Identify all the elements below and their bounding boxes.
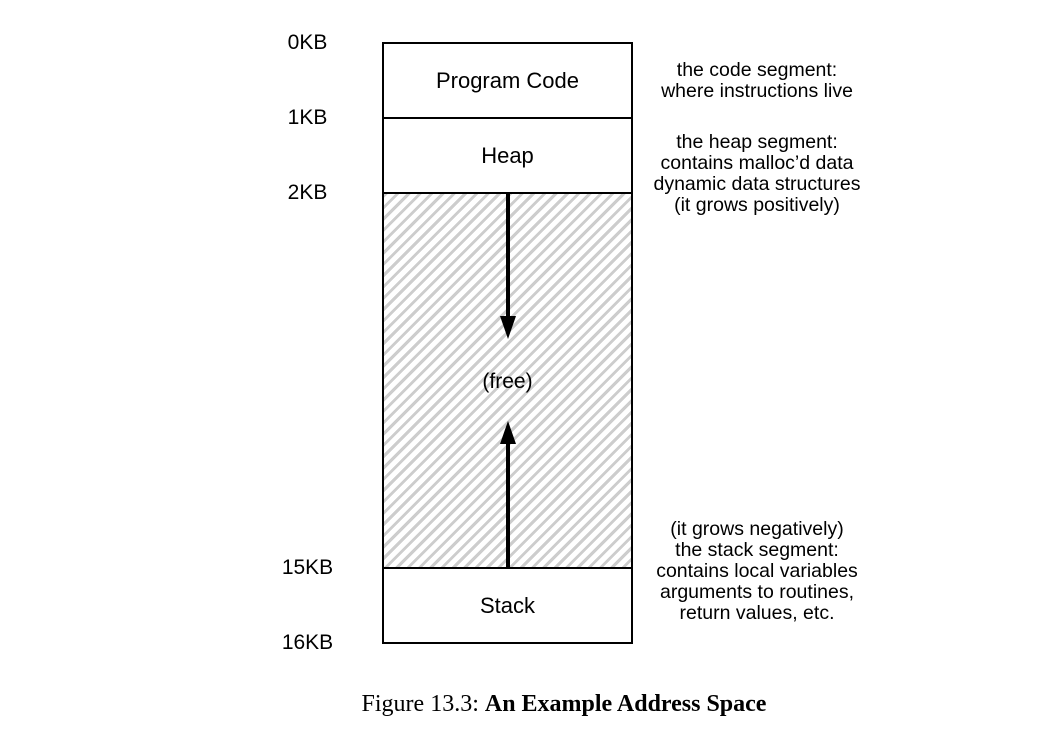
heap-growth-arrowhead: [500, 316, 516, 339]
address-label-2kb: 2KB: [287, 181, 328, 204]
address-label-15kb: 15KB: [281, 556, 334, 579]
program-code-segment: Program Code: [382, 42, 633, 119]
program-code-label: Program Code: [435, 67, 580, 93]
stack-growth-arrowhead: [500, 421, 516, 444]
code-note-line: the code segment:: [676, 59, 838, 81]
heap-note-line: (it grows positively): [674, 194, 840, 216]
caption-title: An Example Address Space: [484, 691, 767, 717]
heap-note-line: contains malloc’d data: [660, 152, 854, 174]
code-note-line: where instructions live: [661, 80, 853, 102]
stack-label: Stack: [479, 592, 536, 618]
stack-segment-note: (it grows negatively) the stack segment:…: [630, 519, 884, 624]
caption-prefix: Figure 13.3:: [361, 691, 479, 717]
code-segment-note: the code segment: where instructions liv…: [630, 60, 884, 102]
stack-note-line: the stack segment:: [675, 539, 839, 561]
heap-label: Heap: [481, 142, 534, 168]
heap-note-line: dynamic data structures: [653, 173, 861, 195]
figure-caption: Figure 13.3: An Example Address Space: [0, 690, 1053, 718]
stack-note-line: contains local variables: [656, 560, 858, 582]
address-label-0kb: 0KB: [287, 31, 328, 54]
address-label-16kb: 16KB: [281, 631, 334, 654]
heap-segment-note: the heap segment: contains malloc’d data…: [630, 132, 884, 216]
stack-note-line: return values, etc.: [679, 602, 835, 624]
free-label: (free): [482, 370, 533, 393]
stack-note-line: (it grows negatively): [670, 518, 844, 540]
heap-note-line: the heap segment:: [676, 131, 838, 153]
stack-segment: Stack: [382, 567, 633, 644]
stack-note-line: arguments to routines,: [659, 581, 855, 603]
address-label-1kb: 1KB: [287, 106, 328, 129]
